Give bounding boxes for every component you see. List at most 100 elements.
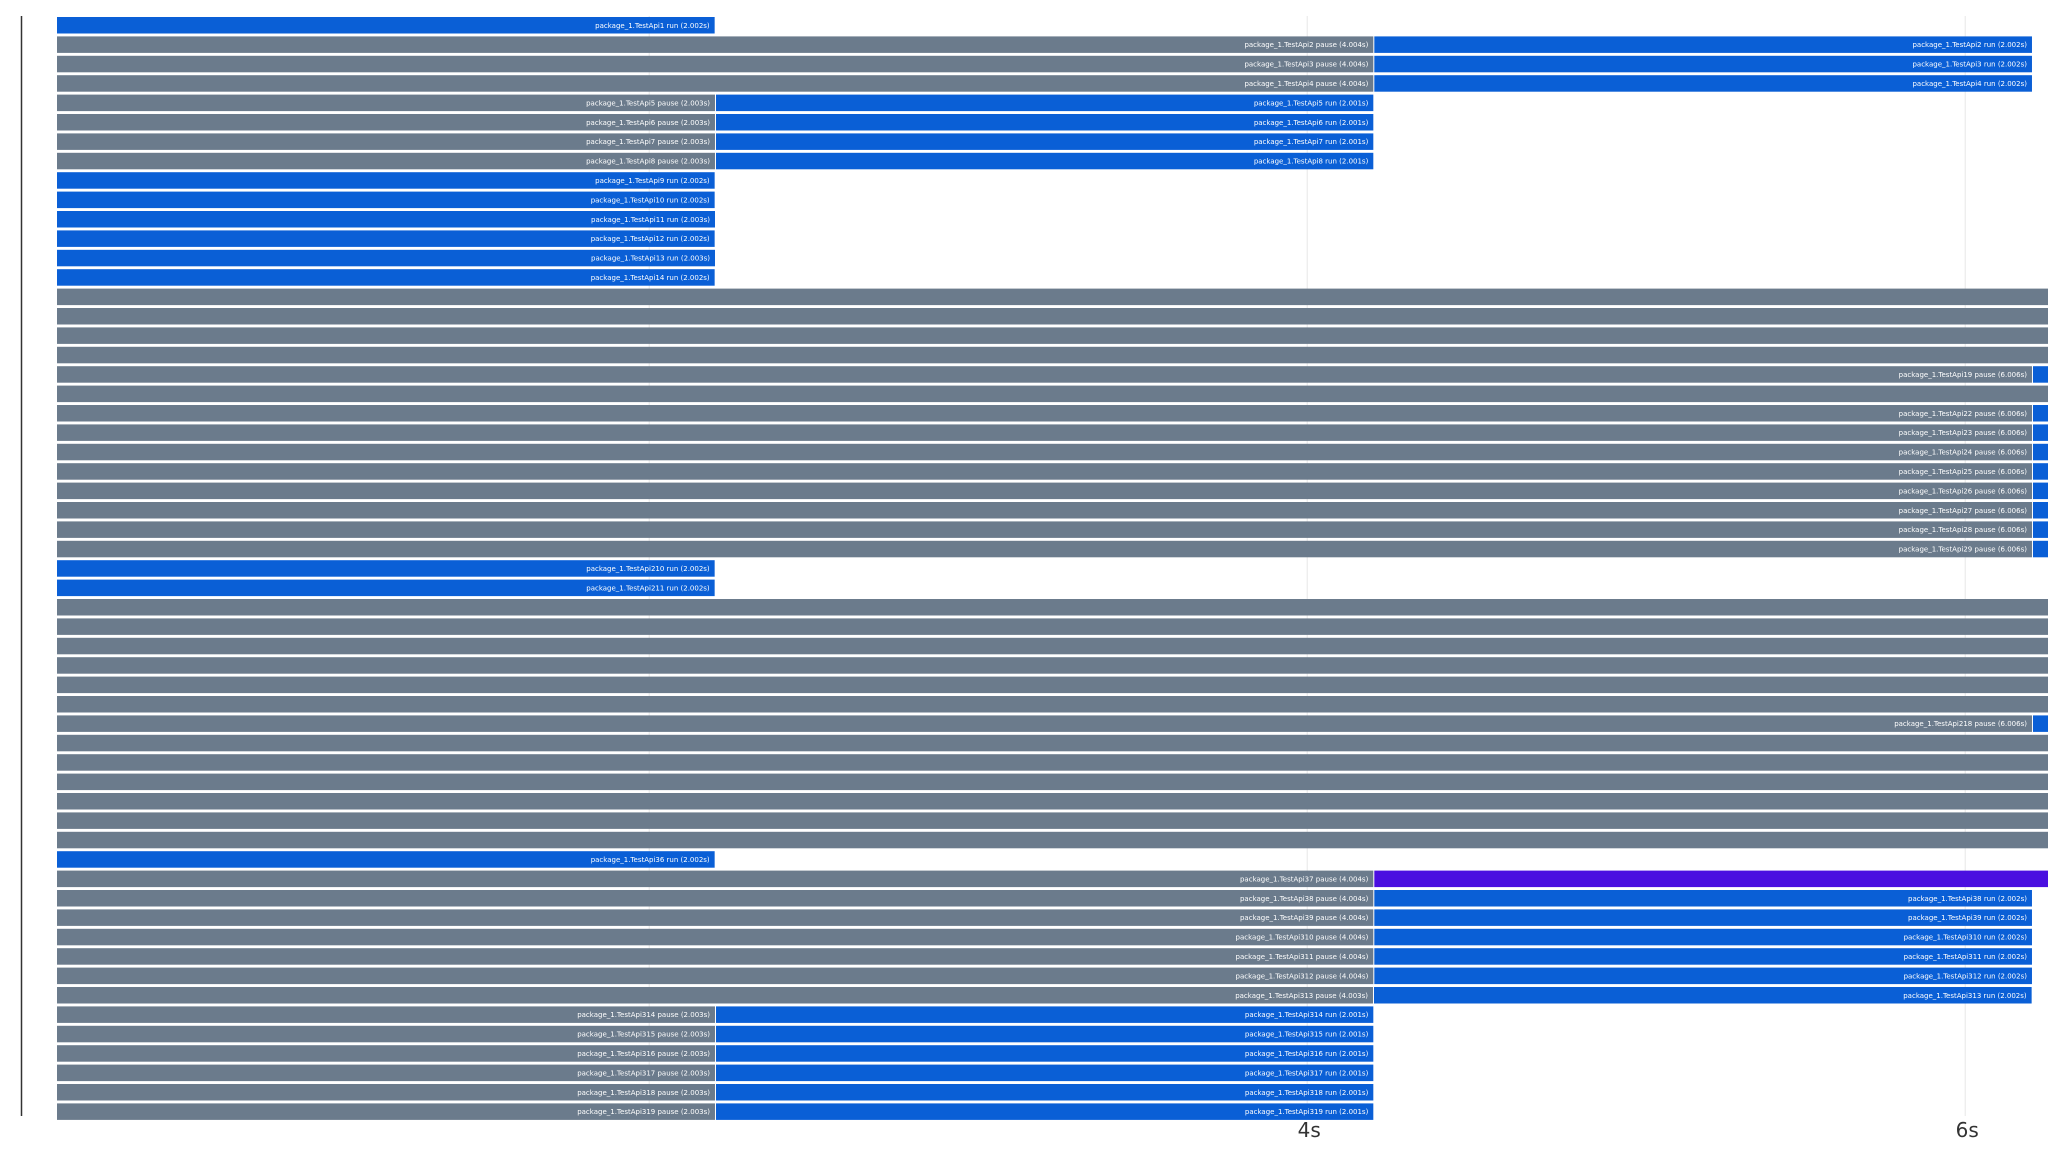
pause-bar[interactable]	[57, 540, 2032, 558]
timeline-row: package_1.TestApi13 run (2.003s)	[57, 249, 715, 267]
run-bar[interactable]	[2032, 443, 2048, 461]
run-bar[interactable]	[1374, 909, 2032, 926]
run-bar[interactable]	[57, 851, 715, 868]
pause-bar[interactable]	[57, 385, 2048, 403]
bar-label: package_1.TestApi8 run (2.001s)	[1254, 158, 1369, 166]
bar-label: package_1.TestApi6 pause (2.003s)	[586, 119, 710, 127]
pause-bar[interactable]	[57, 870, 1374, 888]
run-bar[interactable]	[57, 560, 715, 577]
pause-bar[interactable]	[57, 482, 2032, 500]
run-bar[interactable]	[715, 133, 1374, 150]
run-bar[interactable]	[1374, 890, 2032, 907]
pause-bar[interactable]	[57, 676, 2048, 694]
run-bar[interactable]	[2032, 502, 2048, 519]
run-bar[interactable]	[57, 17, 715, 34]
run-bar[interactable]	[57, 172, 715, 189]
run-bar[interactable]	[2032, 366, 2048, 383]
run-bar[interactable]	[715, 1103, 1374, 1120]
pause-bar[interactable]	[57, 948, 1374, 965]
timeline-row: package_1.TestApi313 pause (4.003s) packa…	[57, 987, 2032, 1004]
pause-bar[interactable]	[57, 55, 1374, 73]
pause-bar[interactable]	[57, 36, 1374, 53]
pause-bar[interactable]	[57, 94, 715, 112]
run-bar[interactable]	[715, 1064, 1374, 1082]
run-bar[interactable]	[57, 230, 715, 247]
run-bar[interactable]	[715, 1006, 1374, 1023]
pause-bar[interactable]	[57, 288, 2048, 306]
run-bar[interactable]	[1374, 870, 2048, 888]
run-bar[interactable]	[715, 1084, 1374, 1101]
run-bar[interactable]	[57, 579, 715, 597]
bar-label: package_1.TestApi14 run (2.002s)	[591, 274, 710, 282]
run-bar[interactable]	[2032, 482, 2048, 500]
pause-bar[interactable]	[57, 1084, 715, 1101]
pause-bar[interactable]	[57, 152, 715, 170]
timeline-row: package_1.TestApi213 pause (10.009s)pack…	[57, 618, 2048, 635]
pause-bar[interactable]	[57, 443, 2032, 461]
pause-bar[interactable]	[57, 366, 2032, 383]
bar-label: package_1.TestApi7 run (2.001s)	[1254, 138, 1369, 146]
pause-bar[interactable]	[57, 1064, 715, 1082]
pause-bar[interactable]	[57, 1006, 715, 1023]
run-bar[interactable]	[2032, 463, 2048, 480]
timeline-row: package_1.TestApi5 pause (2.003s) package…	[57, 94, 1374, 112]
run-bar[interactable]	[1374, 75, 2032, 92]
run-bar[interactable]	[1374, 928, 2032, 946]
run-bar[interactable]	[715, 1045, 1374, 1062]
run-bar[interactable]	[1374, 36, 2032, 53]
run-bar[interactable]	[715, 1025, 1374, 1043]
run-bar[interactable]	[715, 94, 1374, 112]
pause-bar[interactable]	[57, 346, 2048, 364]
pause-bar[interactable]	[57, 754, 2048, 771]
pause-bar[interactable]	[57, 696, 2048, 713]
pause-bar[interactable]	[57, 1103, 715, 1120]
run-bar[interactable]	[1373, 987, 2032, 1004]
pause-bar[interactable]	[57, 831, 2048, 849]
pause-bar[interactable]	[57, 75, 1374, 92]
pause-bar[interactable]	[57, 133, 715, 150]
pause-bar[interactable]	[57, 521, 2032, 538]
pause-bar[interactable]	[57, 308, 2048, 325]
pause-bar[interactable]	[57, 327, 2048, 344]
pause-bar[interactable]	[57, 1045, 715, 1062]
pause-bar[interactable]	[57, 502, 2032, 519]
run-bar[interactable]	[1374, 55, 2032, 73]
run-bar[interactable]	[57, 269, 715, 286]
pause-bar[interactable]	[57, 599, 2048, 616]
run-bar[interactable]	[715, 152, 1374, 170]
pause-bar[interactable]	[57, 715, 2032, 732]
run-bar[interactable]	[2032, 540, 2048, 558]
run-bar[interactable]	[57, 211, 715, 228]
pause-bar[interactable]	[57, 773, 2048, 791]
pause-bar[interactable]	[57, 405, 2032, 422]
run-bar[interactable]	[1374, 967, 2032, 985]
run-bar[interactable]	[2032, 424, 2048, 441]
pause-bar[interactable]	[57, 657, 2048, 674]
pause-bar[interactable]	[57, 909, 1374, 926]
pause-bar[interactable]	[57, 793, 2048, 810]
bar-label: package_1.TestApi24 pause (6.006s)	[1899, 449, 2028, 457]
timeline-row: package_1.TestApi16 pause (10.01s)packag…	[57, 308, 2048, 325]
pause-bar[interactable]	[57, 967, 1374, 985]
run-bar[interactable]	[2032, 521, 2048, 538]
run-bar[interactable]	[2032, 715, 2048, 732]
run-bar[interactable]	[715, 114, 1374, 131]
pause-bar[interactable]	[57, 734, 2048, 752]
pause-bar[interactable]	[57, 812, 2048, 829]
pause-bar[interactable]	[57, 637, 2048, 655]
run-bar[interactable]	[2032, 405, 2048, 422]
run-bar[interactable]	[1374, 948, 2032, 965]
pause-bar[interactable]	[57, 114, 715, 131]
pause-bar[interactable]	[57, 890, 1374, 907]
timeline-row: package_1.TestApi32 pause (8.007s)packag…	[57, 773, 2048, 791]
pause-bar[interactable]	[57, 928, 1374, 946]
pause-bar[interactable]	[57, 1025, 715, 1043]
timeline-row: package_1.TestApi29 pause (6.006s)packag…	[57, 540, 2048, 558]
pause-bar[interactable]	[57, 618, 2048, 635]
run-bar[interactable]	[57, 191, 715, 209]
timeline-row: package_1.TestApi24 pause (6.006s)packag…	[57, 443, 2048, 461]
pause-bar[interactable]	[57, 463, 2032, 480]
run-bar[interactable]	[57, 249, 715, 267]
pause-bar[interactable]	[57, 424, 2032, 441]
pause-bar[interactable]	[57, 987, 1373, 1004]
